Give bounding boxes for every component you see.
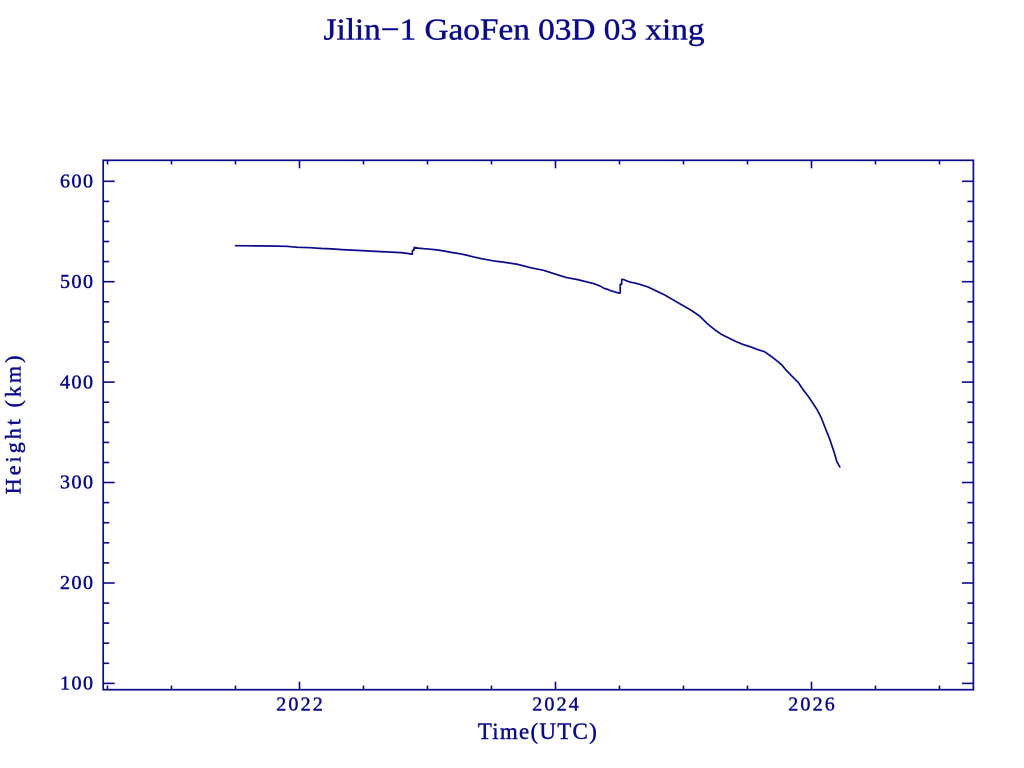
svg-text:300: 300 [60,472,93,494]
svg-text:Height (km): Height (km) [1,356,26,495]
svg-text:Time(UTC): Time(UTC) [478,719,597,744]
svg-text:400: 400 [60,371,93,393]
svg-text:500: 500 [60,271,93,293]
svg-text:600: 600 [60,171,93,193]
svg-text:Jilin−1 GaoFen 03D 03 xing: Jilin−1 GaoFen 03D 03 xing [324,12,705,47]
svg-text:100: 100 [60,673,93,695]
svg-text:200: 200 [60,572,93,594]
